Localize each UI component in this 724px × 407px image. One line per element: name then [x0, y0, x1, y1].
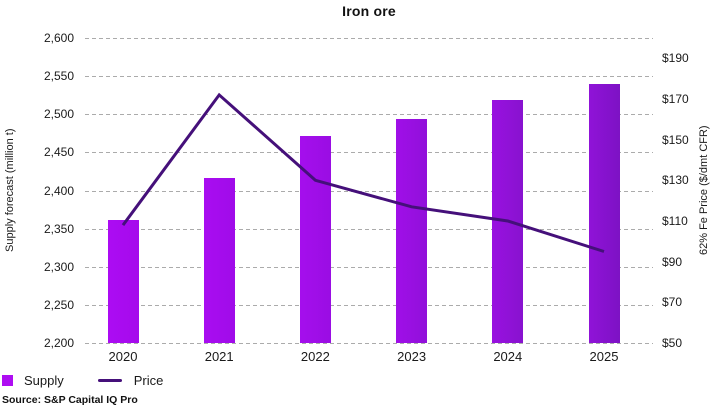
left-axis-tick: 2,500 [43, 107, 74, 122]
gridline [85, 266, 653, 268]
right-axis-tick: $190 [662, 51, 689, 66]
left-axis-tick: 2,400 [43, 183, 74, 198]
gridline [85, 76, 653, 78]
right-axis-title: 62% Fe Price ($/dmt CFR) [698, 125, 710, 256]
gridline [85, 228, 653, 230]
price-legend-label: Price [133, 373, 164, 388]
left-axis-tick: 2,550 [43, 69, 74, 84]
supply-bar-2020 [107, 219, 139, 343]
right-axis-tick: $90 [662, 254, 683, 269]
right-axis-tick: $70 [662, 295, 683, 310]
right-axis-tick: $130 [662, 173, 689, 188]
supply-bar-2021 [203, 177, 235, 343]
plot-area [85, 38, 653, 344]
left-axis-tick: 2,450 [43, 145, 74, 160]
right-axis-tick: $50 [662, 336, 683, 350]
left-axis-tick: 2,350 [43, 221, 74, 236]
left-axis-tick: 2,600 [43, 31, 74, 45]
x-axis-label-2025: 2025 [589, 349, 619, 364]
x-axis-label-2023: 2023 [397, 349, 427, 364]
x-axis-label-2020: 2020 [108, 349, 138, 364]
supply-legend-label: Supply [24, 373, 64, 388]
gridline [85, 114, 653, 116]
gridline [85, 38, 653, 39]
supply-bar-2025 [588, 83, 620, 344]
chart-title: Iron ore [342, 3, 396, 19]
x-axis-label-2021: 2021 [204, 349, 234, 364]
gridline [85, 152, 653, 154]
gridline [85, 190, 653, 192]
price-legend-line-icon [97, 379, 122, 382]
right-axis-tick: $170 [662, 92, 689, 106]
left-axis-tick: 2,250 [43, 297, 74, 312]
right-axis-tick: $150 [662, 132, 689, 147]
gridline [85, 304, 653, 306]
left-axis-tick: 2,300 [43, 259, 74, 274]
x-axis-label-2022: 2022 [300, 349, 330, 364]
supply-legend-swatch-icon [2, 375, 13, 386]
legend: Supply Price [2, 373, 163, 388]
x-axis-label-2024: 2024 [493, 349, 523, 364]
supply-bar-2023 [396, 118, 428, 343]
source-note: Source: S&P Capital IQ Pro [2, 394, 138, 406]
left-axis-tick: 2,200 [43, 336, 74, 350]
right-axis-tick: $110 [662, 214, 688, 228]
price-line [121, 92, 605, 253]
gridline [85, 343, 653, 344]
